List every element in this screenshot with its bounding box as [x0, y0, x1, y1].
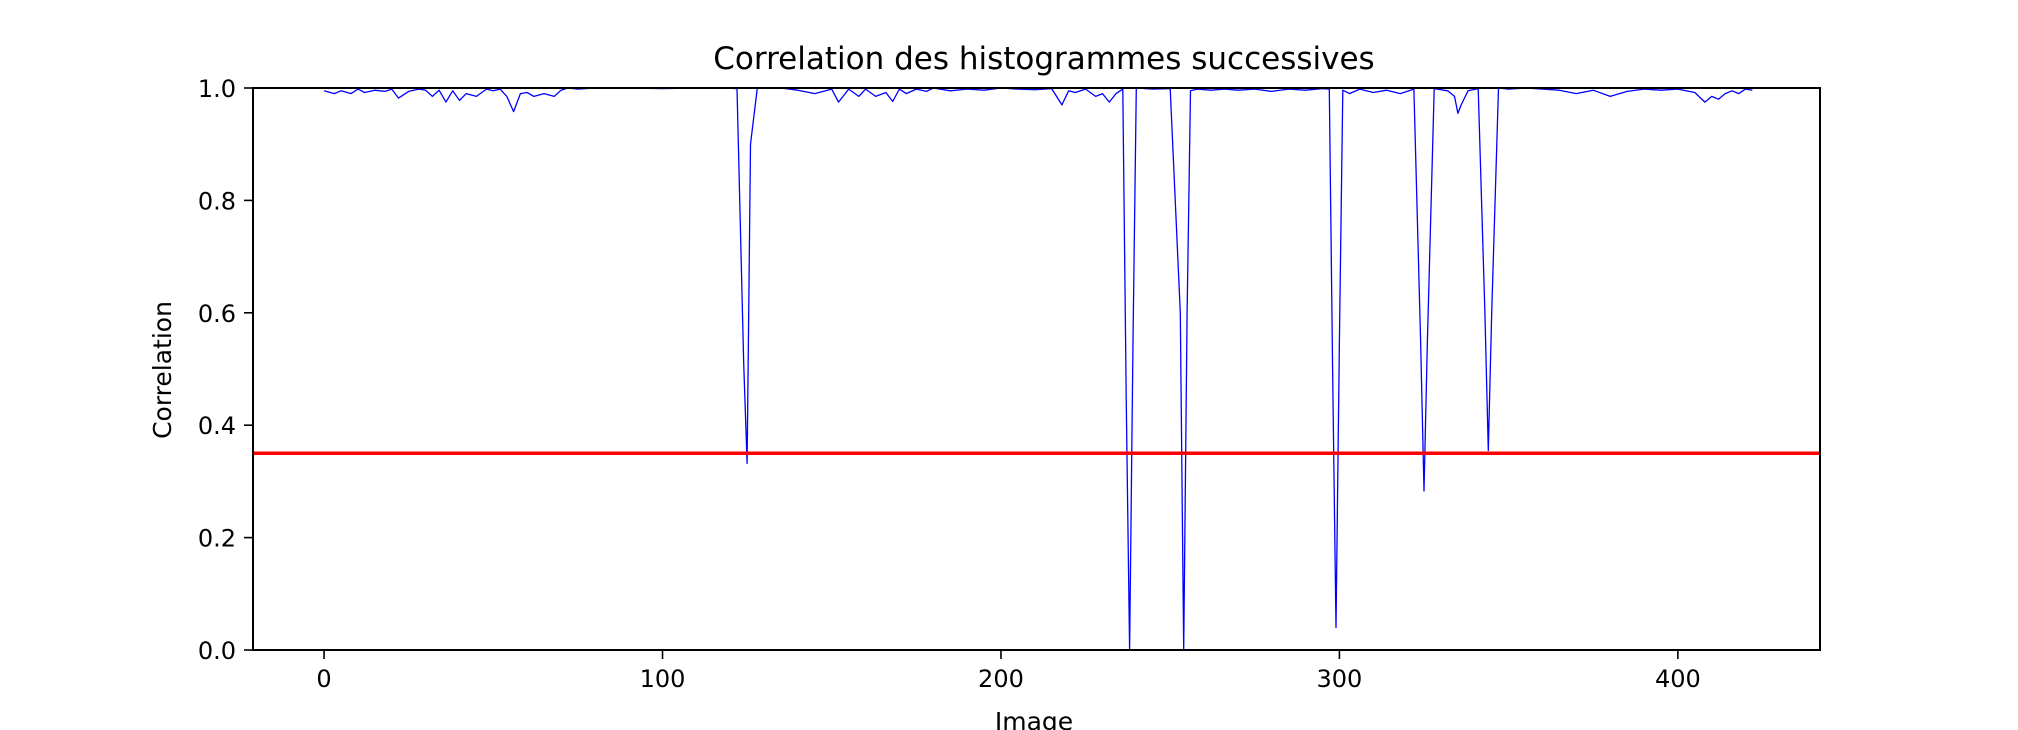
x-tick-label: 0 — [316, 665, 331, 693]
y-tick-label: 0.2 — [198, 525, 236, 553]
x-tick-label: 300 — [1317, 665, 1363, 693]
x-tick-label: 200 — [978, 665, 1024, 693]
x-axis-title: Image — [995, 707, 1073, 730]
y-tick-label: 1.0 — [198, 75, 236, 103]
plot-area-frame — [252, 87, 1821, 651]
x-tick-label: 100 — [640, 665, 686, 693]
correlation-series-line — [323, 87, 1753, 651]
y-axis-title: Correlation — [148, 301, 177, 439]
y-tick-label: 0.0 — [198, 637, 236, 665]
x-tick-label: 400 — [1655, 665, 1701, 693]
y-tick-label: 0.6 — [198, 300, 236, 328]
chart-title: Correlation des histogrammes successives — [713, 41, 1374, 77]
y-tick-label: 0.4 — [198, 412, 236, 440]
series-layer — [253, 87, 1820, 651]
y-tick-label: 0.8 — [198, 187, 236, 215]
ticks-layer: 0 100 200 300 400 0.0 0.2 0.4 0.6 0.8 1.0 — [198, 75, 1701, 693]
